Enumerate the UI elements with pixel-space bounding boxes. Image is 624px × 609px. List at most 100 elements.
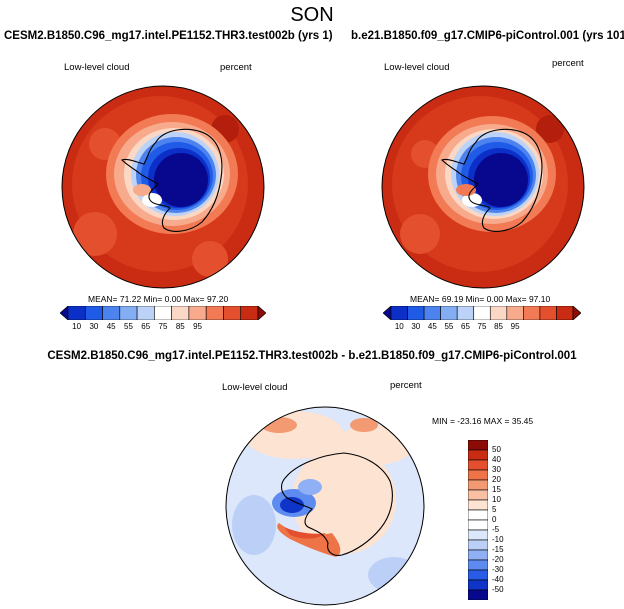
colorbar-swatch [188,306,207,320]
right-stats: MEAN= 69.19 Min= 0.00 Max= 97.10 [410,294,550,304]
colorbar-tick-label: 30 [89,322,99,331]
diff-colorbar-swatch [468,440,488,451]
left-variable-label: Low-level cloud [64,62,130,73]
colorbar-swatch [539,306,557,320]
diff-colorbar-swatch [468,529,488,541]
diff-colorbar-tick-label: 15 [492,485,501,494]
diff-colorbar-tick-label: -20 [492,555,504,564]
colorbar-swatch [67,306,86,320]
right-variable-label: Low-level cloud [384,62,450,73]
colorbar-swatch [119,306,138,320]
diff-colorbar-swatch [468,509,488,521]
right-mean-value: 69.19 [441,294,464,304]
left-panel-title: CESM2.B1850.C96_mg17.intel.PE1152.THR3.t… [4,30,333,42]
diff-colorbar-swatch [468,479,488,491]
diff-polar-map [225,406,425,606]
colorbar-tick-label: 95 [510,322,520,331]
right-panel-title: b.e21.B1850.f09_g17.CMIP6-piControl.001 … [351,30,624,42]
diff-colorbar-tick-label: 0 [492,515,497,524]
colorbar-tick-label: 75 [158,322,168,331]
colorbar-swatch [489,306,508,320]
right-min-label: Min= [465,294,485,304]
right-max-label: Max= [505,294,527,304]
colorbar-swatch [60,306,69,320]
diff-units-label: percent [390,380,422,391]
right-mean-label: MEAN= [410,294,440,304]
colorbar-tick-label: 10 [72,322,82,331]
colorbar-tick-label: 45 [106,322,116,331]
diff-variable-label: Low-level cloud [222,382,288,393]
left-units-label: percent [220,62,252,73]
left-polar-map [61,85,265,289]
right-units-label: percent [552,58,584,69]
colorbar-tick-label: 10 [394,322,404,331]
colorbar-tick-label: 85 [494,322,503,331]
colorbar-swatch [407,306,425,320]
diff-colorbar-swatch [468,469,488,481]
diff-colorbar-swatch [468,579,488,591]
colorbar-tick-label: 95 [193,322,202,331]
diff-colorbar-swatch [468,589,488,600]
diff-colorbar-tick-label: 30 [492,465,501,474]
colorbar-swatch [390,306,408,320]
colorbar-swatch [171,306,190,320]
colorbar-tick-label: 55 [124,322,133,331]
diff-colorbar-swatch [468,559,488,571]
diff-colorbar-labels: 50 40 30 20 15 10 5 0 -5 -10 -15 -20 -30 -40 -50 [492,440,522,604]
colorbar-swatch [136,306,155,320]
colorbar-tick-label: 30 [411,322,421,331]
diff-colorbar-tick-label: -50 [492,585,504,594]
page-title: SON [290,4,334,26]
colorbar-swatch [84,306,103,320]
colorbar-swatch [383,306,392,320]
diff-colorbar-swatch [468,519,488,531]
diff-colorbar-tick-label: 5 [492,505,497,514]
colorbar-swatch [556,306,574,320]
left-max-value: 97.20 [206,294,229,304]
diff-colorbar-tick-label: -15 [492,545,504,554]
colorbar-tick-label: 85 [175,322,185,331]
colorbar-tick-label: 65 [461,322,470,331]
diff-colorbar-tick-label: -40 [492,575,504,584]
left-colorbar [60,306,266,320]
diff-colorbar-swatch [468,549,488,561]
colorbar-swatch [440,306,458,320]
diff-colorbar-swatch [468,499,488,511]
diff-colorbar [468,440,488,600]
diff-colorbar-tick-label: -10 [492,535,504,544]
colorbar-swatch [102,306,121,320]
colorbar-swatch [423,306,441,320]
colorbar-swatch [572,306,581,320]
diff-colorbar-swatch [468,459,488,471]
left-min-value: 0.00 [164,294,182,304]
colorbar-swatch [240,306,259,320]
right-min-value: 0.00 [486,294,504,304]
left-min-label: Min= [143,294,163,304]
colorbar-swatch [205,306,224,320]
right-max-value: 97.10 [528,294,551,304]
diff-colorbar-swatch [468,449,488,461]
diff-colorbar-swatch [468,569,488,581]
colorbar-swatch [523,306,541,320]
colorbar-swatch [473,306,491,320]
colorbar-swatch [257,306,266,320]
left-colorbar-labels: 10 30 45 55 65 75 85 95 [60,322,266,334]
diff-colorbar-swatch [468,539,488,551]
diff-colorbar-tick-label: 20 [492,475,501,484]
diff-colorbar-tick-label: 50 [492,445,501,454]
right-colorbar [383,306,581,320]
colorbar-swatch [223,306,242,320]
right-polar-map [381,85,585,289]
colorbar-swatch [506,306,524,320]
diff-colorbar-tick-label: 40 [492,455,501,464]
colorbar-swatch [456,306,475,320]
left-mean-label: MEAN= [88,294,118,304]
left-mean-value: 71.22 [119,294,142,304]
diff-colorbar-swatch [468,489,488,501]
colorbar-tick-label: 45 [427,322,437,331]
colorbar-tick-label: 65 [141,322,151,331]
colorbar-tick-label: 75 [477,322,487,331]
diff-colorbar-tick-label: 10 [492,495,501,504]
diff-minmax: MIN = -23.16 MAX = 35.45 [432,416,534,426]
right-colorbar-labels: 10 30 45 55 65 75 85 95 [383,322,581,334]
